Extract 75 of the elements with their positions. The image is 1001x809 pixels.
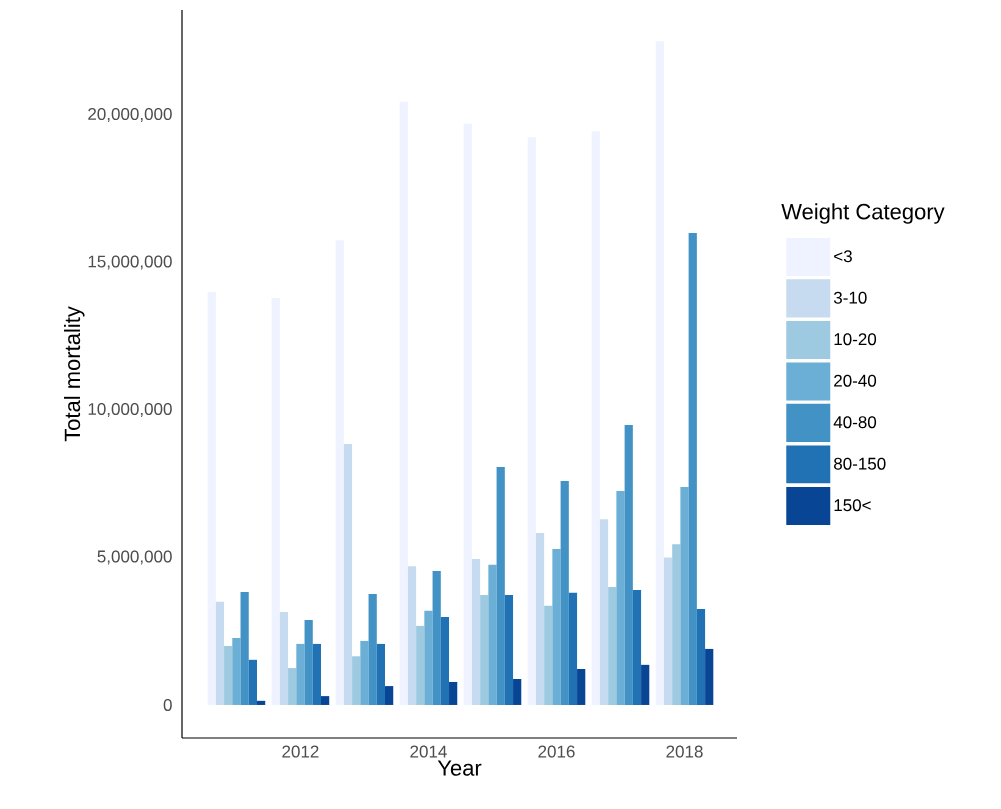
bar bbox=[312, 643, 321, 705]
bar bbox=[696, 609, 706, 705]
y-tick-label: 20,000,000 bbox=[88, 107, 172, 123]
x-tick-label: 2016 bbox=[538, 745, 575, 758]
x-tick-label: 2012 bbox=[282, 745, 319, 758]
bar bbox=[304, 620, 313, 705]
legend-label: 20-40 bbox=[834, 374, 877, 387]
bar bbox=[463, 123, 472, 705]
legend-label: 40-80 bbox=[833, 416, 877, 429]
bar bbox=[449, 681, 458, 705]
bar bbox=[424, 610, 433, 705]
y-tick-label: 5,000,000 bbox=[97, 550, 172, 565]
bar bbox=[599, 519, 609, 705]
y-tick-label: 15,000,000 bbox=[88, 255, 172, 270]
bar bbox=[655, 41, 664, 705]
bar bbox=[513, 679, 522, 705]
legend-title: Weight Category bbox=[781, 203, 945, 224]
bar bbox=[552, 548, 561, 705]
bar bbox=[224, 645, 233, 705]
bar bbox=[688, 233, 697, 705]
bar bbox=[480, 594, 489, 705]
bar bbox=[624, 425, 633, 705]
bar bbox=[296, 643, 305, 705]
bar bbox=[641, 664, 650, 705]
bar bbox=[616, 491, 625, 705]
legend-label: 150< bbox=[834, 499, 871, 512]
bar bbox=[215, 601, 225, 705]
bar bbox=[385, 686, 394, 705]
y-axis-title: Total mortality bbox=[64, 306, 85, 442]
bar bbox=[335, 240, 344, 705]
bar bbox=[591, 131, 600, 705]
bar bbox=[544, 605, 553, 705]
bar bbox=[376, 643, 386, 705]
bar bbox=[440, 617, 450, 705]
bar bbox=[432, 571, 441, 705]
bar bbox=[399, 101, 408, 705]
bar bbox=[663, 557, 673, 705]
bar bbox=[407, 566, 417, 705]
bar bbox=[240, 591, 249, 705]
bar bbox=[680, 486, 689, 705]
bar bbox=[321, 696, 330, 705]
bar bbox=[232, 638, 241, 705]
bar bbox=[207, 291, 216, 705]
bar bbox=[672, 544, 681, 705]
bar bbox=[360, 640, 369, 705]
bar bbox=[256, 700, 266, 705]
y-tick-label: 0 bbox=[163, 698, 172, 711]
bar bbox=[288, 668, 297, 705]
x-tick-label: 2018 bbox=[666, 745, 703, 758]
bar bbox=[416, 625, 425, 705]
bar bbox=[496, 466, 505, 705]
bar bbox=[535, 532, 545, 705]
bar bbox=[279, 612, 289, 705]
bar bbox=[271, 297, 280, 705]
bar bbox=[343, 443, 353, 705]
bar bbox=[705, 648, 714, 705]
y-tick-label: 10,000,000 bbox=[88, 402, 172, 418]
bar bbox=[504, 594, 514, 705]
legend-label: <3 bbox=[834, 250, 852, 263]
bar bbox=[608, 586, 617, 705]
legend-label: 3-10 bbox=[833, 291, 867, 304]
bar bbox=[471, 558, 481, 705]
x-tick-label: 2014 bbox=[410, 745, 447, 758]
bar bbox=[560, 481, 569, 705]
legend-label: 80-150 bbox=[834, 457, 886, 470]
x-axis-title: Year bbox=[437, 760, 482, 776]
bar bbox=[248, 659, 257, 705]
bar bbox=[488, 564, 497, 705]
legend-label: 10-20 bbox=[834, 333, 877, 346]
bar bbox=[568, 592, 578, 705]
bar bbox=[632, 589, 642, 705]
bar bbox=[577, 668, 586, 705]
bar bbox=[352, 656, 361, 705]
bar bbox=[527, 137, 536, 705]
bar bbox=[368, 594, 377, 705]
